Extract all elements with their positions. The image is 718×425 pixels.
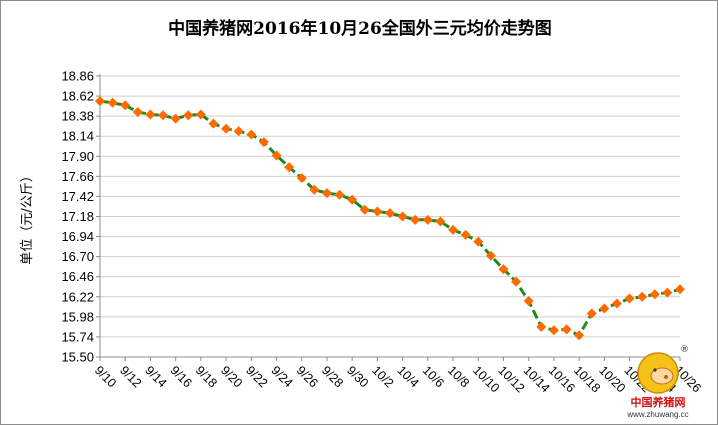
y-axis-ticks: 18.86 18.62 18.38 18.14 17.90 17.66 17.42 17.18… <box>61 69 100 365</box>
data-point <box>195 109 206 120</box>
data-point <box>372 206 383 217</box>
x-tick-label: 9/18 <box>193 363 220 390</box>
data-point <box>561 324 572 335</box>
x-tick-label: 9/22 <box>243 363 270 390</box>
data-point <box>498 264 509 275</box>
data-point <box>233 126 244 137</box>
data-point <box>284 162 295 173</box>
data-point <box>586 308 597 319</box>
data-markers <box>95 96 685 341</box>
data-point <box>397 211 408 222</box>
y-tick-label: 17.90 <box>61 149 94 164</box>
data-point <box>95 96 105 107</box>
data-point <box>485 250 496 261</box>
x-tick-label: 10/4 <box>394 363 421 390</box>
x-tick-label: 9/20 <box>218 363 245 390</box>
data-point <box>271 150 282 161</box>
x-tick-label: 10/18 <box>571 363 603 395</box>
y-tick-label: 16.70 <box>61 249 94 264</box>
data-point <box>649 289 660 300</box>
y-axis-label: 单位（元/公斤） <box>20 169 35 264</box>
y-tick-label: 15.74 <box>61 329 94 344</box>
data-point <box>435 216 446 227</box>
data-point <box>132 106 143 117</box>
data-point <box>321 188 332 199</box>
data-point <box>536 321 547 332</box>
data-point <box>221 123 232 134</box>
data-point <box>296 173 307 184</box>
data-point <box>158 110 169 121</box>
data-point <box>624 293 635 304</box>
data-point <box>309 184 320 195</box>
y-tick-label: 17.66 <box>61 169 94 184</box>
data-point <box>208 118 219 129</box>
data-point <box>637 291 648 302</box>
data-point <box>183 110 194 121</box>
watermark-logo: ® 中国养猪网 www.zhuwang.cc <box>620 345 695 419</box>
gridlines <box>100 75 680 338</box>
y-tick-label: 18.86 <box>61 69 94 84</box>
y-tick-label: 18.38 <box>61 109 94 124</box>
x-tick-label: 9/26 <box>294 363 321 390</box>
data-point <box>460 229 471 240</box>
data-point <box>246 129 257 140</box>
y-tick-label: 17.18 <box>61 209 94 224</box>
chart-title: 中国养猪网2016年10月26全国外三元均价走势图 <box>168 18 552 39</box>
y-tick-label: 17.42 <box>61 189 94 204</box>
data-point <box>599 303 610 314</box>
y-tick-label: 16.94 <box>61 229 94 244</box>
data-point <box>170 113 181 124</box>
pig-face-icon <box>650 367 674 385</box>
watermark-brand: 中国养猪网 <box>631 395 686 409</box>
x-tick-label: 10/6 <box>420 363 447 390</box>
data-point <box>120 100 131 111</box>
data-point <box>385 208 395 219</box>
data-point <box>662 287 673 298</box>
y-tick-label: 16.46 <box>61 269 94 284</box>
x-tick-label: 10/8 <box>445 363 472 390</box>
data-point <box>145 109 156 120</box>
data-point <box>334 189 345 200</box>
data-point <box>611 298 622 309</box>
y-tick-label: 15.98 <box>61 309 94 324</box>
axes <box>99 74 680 358</box>
data-point <box>359 204 370 215</box>
data-point <box>448 224 459 235</box>
watermark-url: www.zhuwang.cc <box>626 410 688 419</box>
data-point <box>107 97 118 108</box>
x-tick-label: 9/24 <box>268 363 295 390</box>
x-axis-ticks: 9/109/129/149/169/189/209/229/249/269/28… <box>92 357 704 395</box>
y-tick-label: 18.62 <box>61 89 94 104</box>
x-tick-label: 10/20 <box>596 363 628 395</box>
data-point <box>574 330 585 341</box>
x-tick-label: 10/14 <box>521 363 553 395</box>
x-tick-label: 10/2 <box>369 363 396 390</box>
x-tick-label: 9/12 <box>117 363 144 390</box>
y-tick-label: 16.22 <box>61 289 94 304</box>
x-tick-label: 10/10 <box>470 363 502 395</box>
data-point <box>422 214 433 225</box>
x-tick-label: 9/14 <box>142 363 169 390</box>
data-point <box>675 284 685 295</box>
data-point <box>511 276 522 287</box>
data-point <box>258 137 269 148</box>
x-tick-label: 9/28 <box>319 363 346 390</box>
x-tick-label: 10/16 <box>546 363 578 395</box>
x-tick-label: 9/30 <box>344 363 371 390</box>
data-point <box>548 325 559 336</box>
y-tick-label: 15.50 <box>61 350 94 365</box>
data-point <box>523 295 534 306</box>
x-tick-label: 10/12 <box>495 363 527 395</box>
x-tick-label: 9/16 <box>168 363 195 390</box>
y-tick-label: 18.14 <box>61 129 94 144</box>
data-point <box>473 236 484 247</box>
data-point <box>410 214 421 225</box>
registered-mark: ® <box>680 345 689 355</box>
data-point <box>347 194 358 205</box>
x-tick-label: 9/10 <box>92 363 119 390</box>
